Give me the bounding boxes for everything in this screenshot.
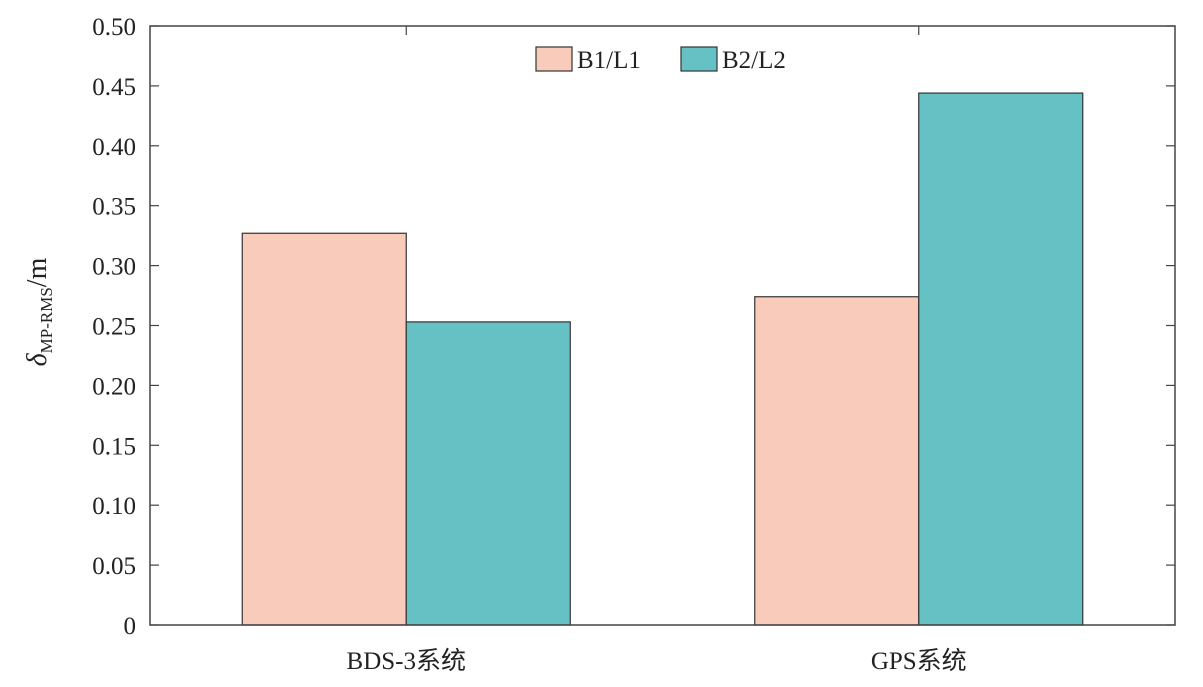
y-tick-label: 0.20 (92, 373, 136, 400)
bar-b1l1-1 (241, 232, 407, 626)
legend-swatch (680, 46, 718, 72)
bar-b2l2-1 (405, 321, 571, 626)
bar-b2l2-2 (918, 92, 1084, 626)
y-tick-label: 0.25 (92, 314, 136, 341)
y-tick-label: 0.45 (92, 74, 136, 101)
y-tick-label: 0.40 (92, 134, 136, 161)
y-axis-label: δMP-RMS/m (22, 257, 56, 366)
x-axis-ticks: BDS-3系统 GPS系统 (347, 26, 967, 675)
y-tick-label: 0.30 (92, 254, 136, 281)
y-tick-label: 0.10 (92, 493, 136, 520)
x-tick-label: GPS系统 (871, 647, 967, 675)
legend-label: B2/L2 (722, 47, 786, 74)
x-tick-label: BDS-3系统 (347, 647, 466, 675)
y-tick-label: 0.05 (92, 553, 136, 580)
y-axis-ticks: 0 0.05 0.10 0.15 0.20 0.25 0.30 0.35 0.40 0.45 0.5… (92, 14, 1175, 640)
y-tick-label: 0.50 (92, 14, 136, 41)
y-tick-label: 0.15 (92, 433, 136, 460)
y-tick-label: 0.35 (92, 194, 136, 221)
legend-label: B1/L1 (577, 47, 641, 74)
y-axis-label-subscript: MP-RMS (37, 287, 56, 353)
y-axis-label-unit: /m (22, 257, 53, 287)
legend: B1/L1 B2/L2 (535, 46, 786, 74)
y-axis-label-symbol: δ (22, 352, 53, 366)
bar-b1l1-2 (754, 296, 920, 626)
legend-swatch (535, 46, 573, 72)
bars (241, 92, 1084, 626)
y-tick-label: 0 (124, 613, 137, 640)
